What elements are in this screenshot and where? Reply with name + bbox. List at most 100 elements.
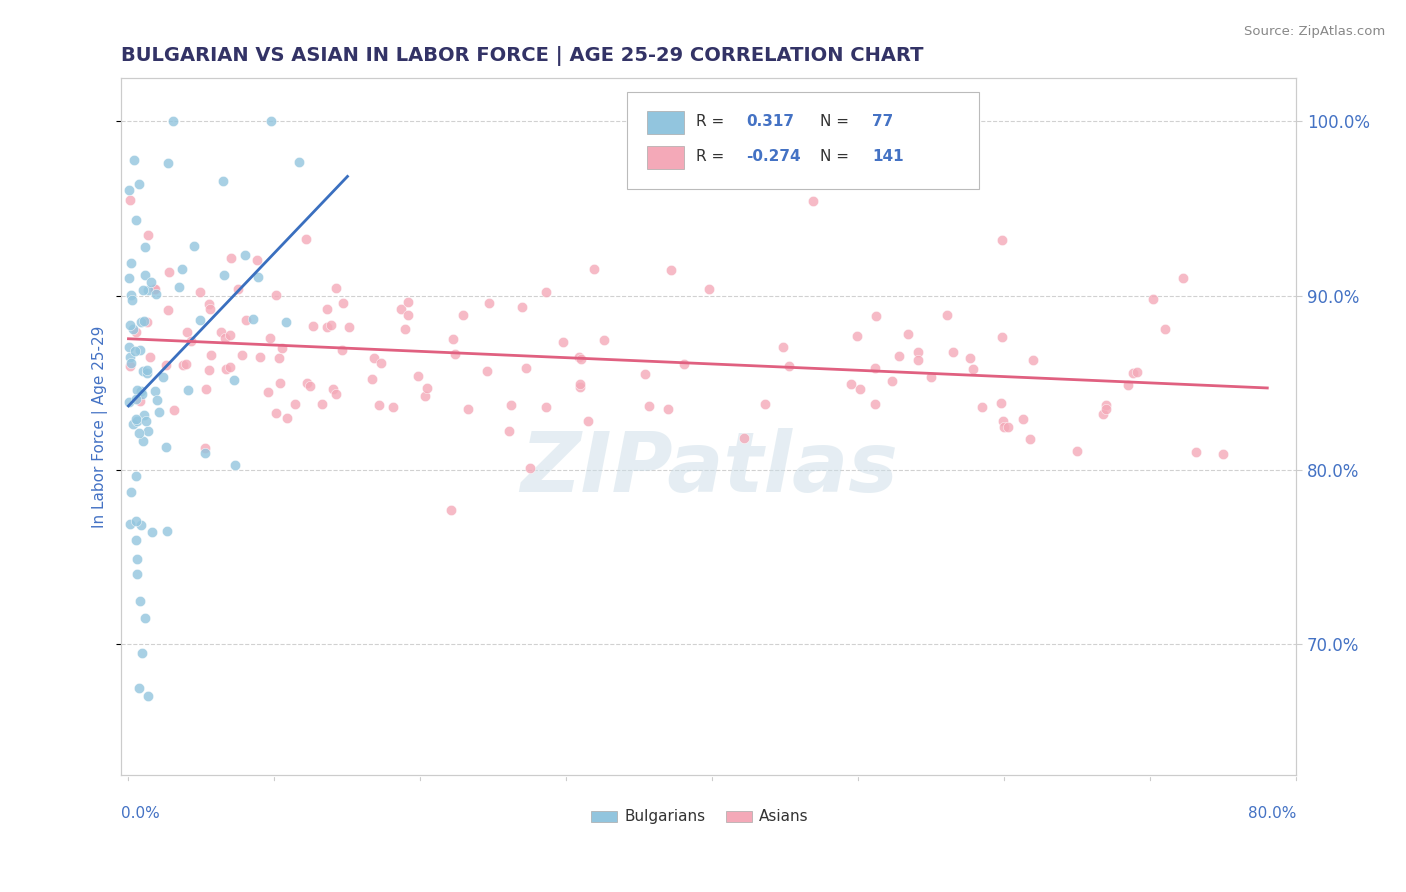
Point	[733, 431, 755, 445]
Point	[155, 358, 177, 372]
Point	[1185, 445, 1208, 459]
Text: Bulgarians: Bulgarians	[624, 809, 706, 824]
Point	[569, 351, 592, 366]
Bar	[647, 146, 685, 169]
Point	[198, 297, 221, 311]
Point	[672, 357, 695, 371]
Point	[129, 315, 152, 329]
Point	[772, 340, 794, 354]
Point	[188, 285, 211, 299]
Point	[880, 374, 903, 388]
Point	[148, 405, 170, 419]
Point	[865, 309, 887, 323]
Point	[138, 425, 160, 439]
Point	[962, 362, 984, 376]
Point	[155, 440, 177, 454]
FancyBboxPatch shape	[627, 92, 979, 189]
Point	[1122, 367, 1144, 381]
Point	[284, 397, 307, 411]
Point	[156, 156, 179, 170]
Point	[360, 372, 382, 386]
Point	[1212, 447, 1234, 461]
Text: -0.274: -0.274	[747, 149, 801, 164]
Point	[125, 533, 148, 547]
Point	[367, 398, 389, 412]
Point	[576, 413, 599, 427]
Point	[134, 268, 156, 283]
Point	[169, 279, 191, 293]
Point	[271, 341, 294, 355]
Point	[907, 353, 929, 368]
Point	[499, 398, 522, 412]
Point	[226, 282, 249, 296]
Point	[172, 358, 194, 372]
Point	[136, 227, 159, 242]
Point	[125, 469, 148, 483]
Point	[322, 383, 344, 397]
Point	[172, 261, 194, 276]
Text: 80.0%: 80.0%	[1249, 806, 1296, 822]
Point	[593, 333, 616, 347]
Point	[370, 356, 392, 370]
Point	[887, 349, 910, 363]
Point	[444, 346, 467, 360]
Point	[267, 351, 290, 366]
Point	[991, 414, 1014, 428]
Point	[128, 426, 150, 441]
Point	[118, 516, 141, 531]
Point	[1126, 365, 1149, 379]
Point	[1095, 398, 1118, 412]
Point	[224, 458, 246, 473]
Point	[212, 268, 235, 282]
Text: R =: R =	[696, 149, 730, 164]
Point	[299, 379, 322, 393]
Point	[363, 351, 385, 365]
Point	[118, 394, 141, 409]
Point	[498, 424, 520, 438]
Point	[246, 253, 269, 268]
Point	[569, 380, 592, 394]
Point	[118, 193, 141, 207]
Point	[754, 397, 776, 411]
Point	[389, 301, 412, 316]
Point	[152, 370, 174, 384]
Point	[198, 302, 221, 317]
Point	[381, 400, 404, 414]
Point	[118, 340, 141, 354]
Text: BULGARIAN VS ASIAN IN LABOR FORCE | AGE 25-29 CORRELATION CHART: BULGARIAN VS ASIAN IN LABOR FORCE | AGE …	[121, 46, 924, 66]
Point	[1142, 292, 1164, 306]
Point	[136, 284, 159, 298]
Point	[634, 367, 657, 381]
Point	[274, 315, 297, 329]
Bar	[592, 811, 617, 822]
Point	[156, 303, 179, 318]
Point	[510, 300, 533, 314]
Point	[839, 377, 862, 392]
Point	[515, 361, 537, 376]
Point	[1154, 321, 1177, 335]
Point	[319, 318, 342, 332]
Point	[295, 232, 318, 246]
Point	[132, 434, 155, 448]
Point	[163, 402, 186, 417]
Point	[1116, 377, 1139, 392]
Point	[174, 357, 197, 371]
Point	[394, 322, 416, 336]
Point	[451, 308, 474, 322]
Point	[142, 282, 165, 296]
Point	[145, 287, 167, 301]
Point	[406, 369, 429, 384]
Point	[139, 275, 162, 289]
Point	[801, 194, 824, 208]
Point	[129, 593, 152, 607]
Point	[848, 383, 870, 397]
Point	[990, 396, 1012, 410]
Point	[972, 400, 994, 414]
Point	[209, 326, 232, 340]
Point	[127, 551, 149, 566]
Point	[200, 348, 222, 362]
Point	[121, 293, 143, 307]
Text: N =: N =	[821, 114, 855, 129]
Point	[136, 362, 159, 376]
Point	[991, 330, 1014, 344]
